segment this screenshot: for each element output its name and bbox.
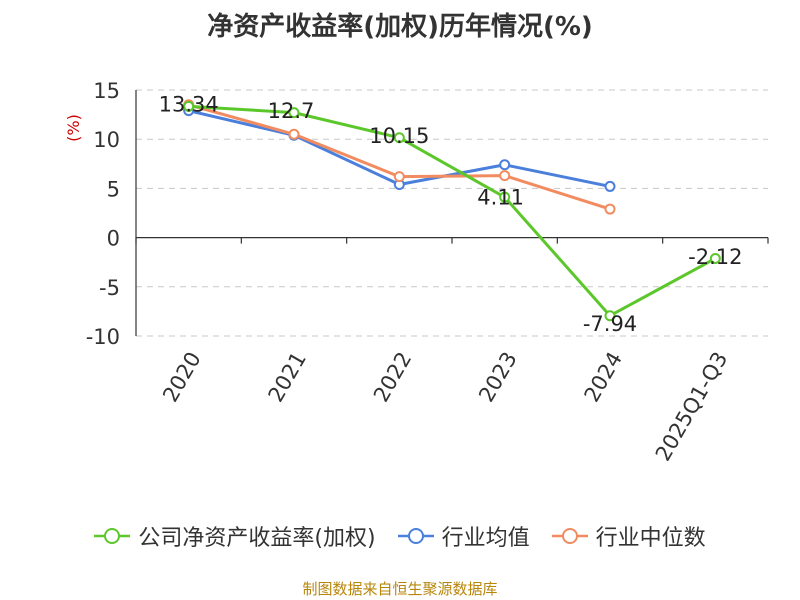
data-label: 4.11 — [477, 186, 524, 210]
legend-symbol — [551, 528, 588, 544]
legend-marker — [407, 528, 424, 544]
y-tick-label: -5 — [99, 276, 120, 300]
chart-title: 净资产收益率(加权)历年情况(%) — [207, 12, 593, 42]
legend-symbol — [397, 528, 434, 544]
data-point — [393, 171, 405, 183]
x-tick-label: 2020 — [158, 348, 206, 406]
y-tick-label: 5 — [107, 177, 120, 201]
data-point — [288, 128, 300, 140]
legend-label: 行业中位数 — [595, 526, 706, 551]
data-label: 10.15 — [369, 124, 429, 148]
x-tick-label: 2021 — [264, 348, 312, 406]
data-point — [604, 203, 616, 215]
legend-item: 行业均值 — [397, 520, 530, 552]
data-label: 12.7 — [268, 99, 315, 123]
data-point — [604, 180, 616, 192]
series-layer — [183, 99, 721, 322]
y-axis-title: (%) — [64, 114, 83, 142]
x-tick-label: 2024 — [580, 348, 628, 406]
data-point — [709, 252, 721, 264]
legend-marker — [561, 528, 578, 544]
y-tick-label: 0 — [107, 227, 120, 251]
y-tick-label: 15 — [93, 79, 120, 103]
series-line — [188, 104, 717, 318]
data-point — [393, 132, 405, 144]
data-point — [604, 310, 616, 322]
y-tick-label: 10 — [93, 128, 120, 152]
legend: 公司净资产收益率(加权) 行业均值 行业中位数 — [0, 520, 800, 552]
legend-marker — [104, 528, 121, 544]
legend-label: 公司净资产收益率(加权) — [138, 526, 376, 551]
legend-symbol — [94, 528, 131, 544]
data-label: -7.94 — [583, 312, 637, 336]
legend-item: 公司净资产收益率(加权) — [94, 520, 376, 552]
data-point — [288, 107, 300, 119]
y-tick-label: -10 — [86, 325, 120, 349]
data-point — [183, 100, 195, 112]
source-note: 制图数据来自恒生聚源数据库 — [302, 580, 498, 598]
data-label: 13.34 — [159, 93, 219, 117]
grid-layer — [136, 89, 768, 337]
legend-label: 行业均值 — [441, 526, 530, 551]
x-tick-label: 2023 — [474, 348, 522, 406]
series-line — [188, 103, 611, 211]
data-point — [499, 170, 511, 182]
x-tick-label: 2025Q1-Q3 — [651, 348, 733, 465]
data-point — [499, 159, 511, 171]
data-label: -2.12 — [688, 245, 742, 269]
label-layer: 13.34 12.7 10.15 4.11 -7.94 -2.12 — [159, 93, 743, 336]
x-tick-label: 2022 — [369, 348, 417, 406]
legend-item: 行业中位数 — [551, 520, 706, 552]
data-point — [499, 191, 511, 203]
